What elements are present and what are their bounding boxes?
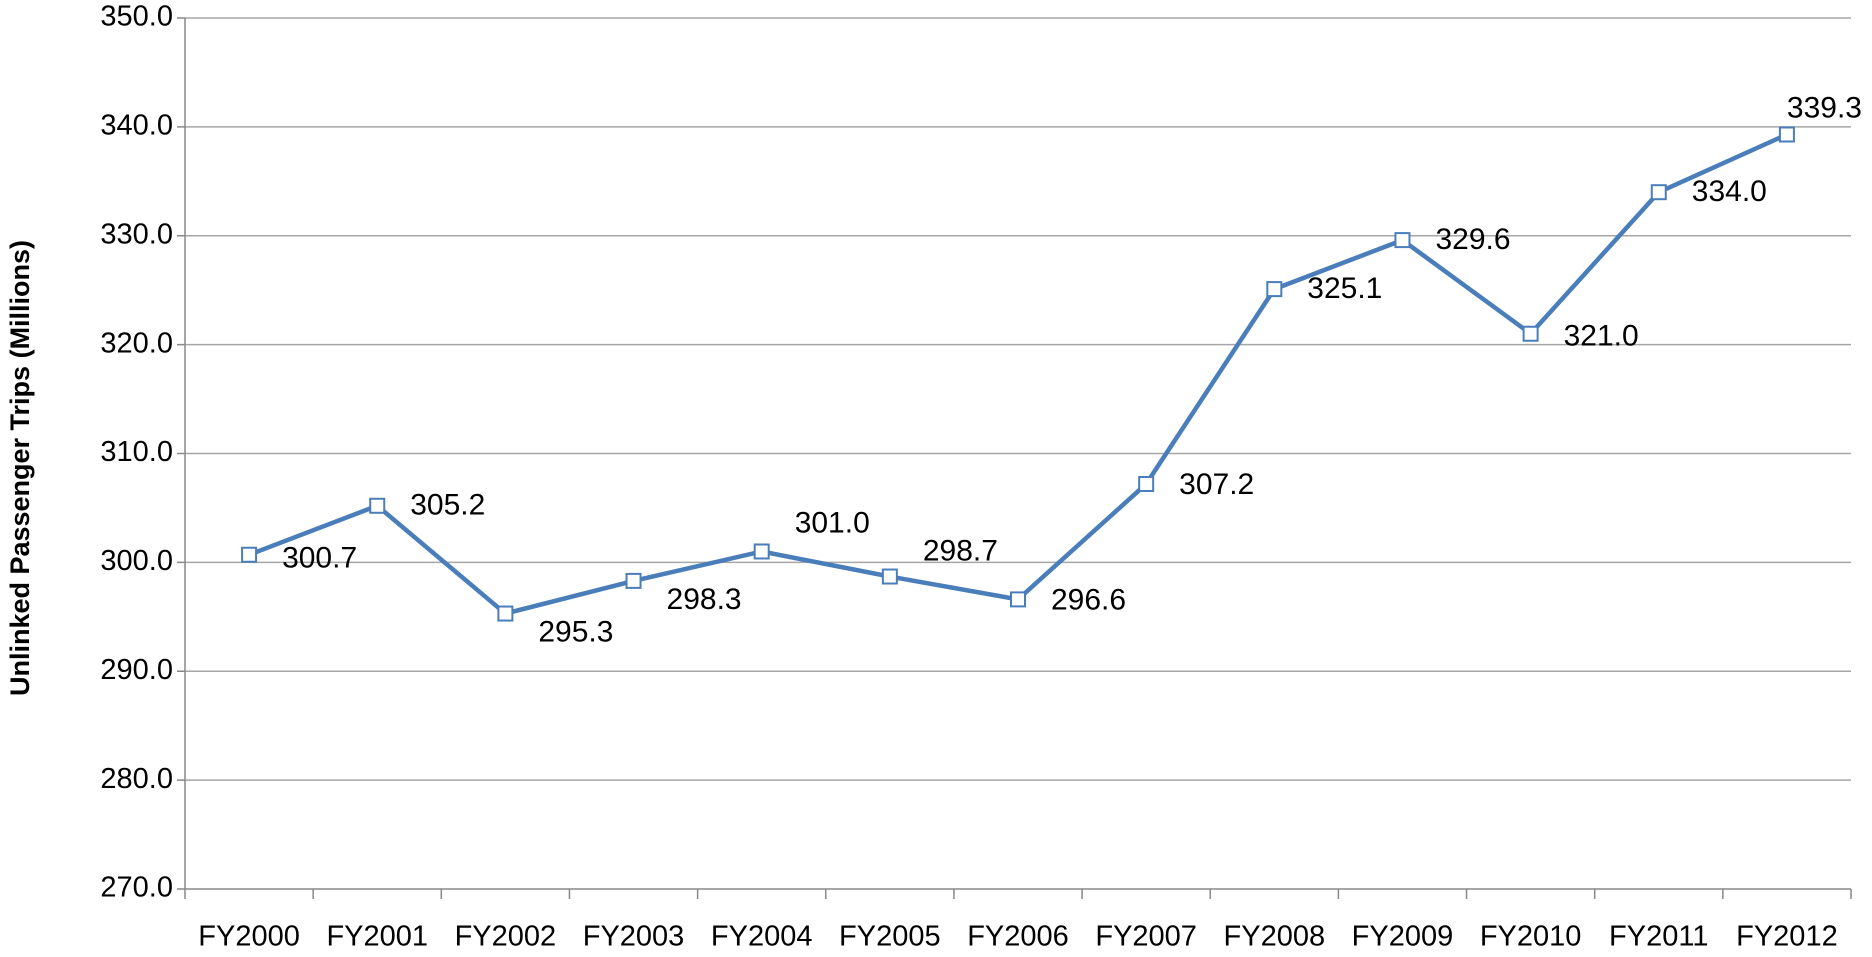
point-marker <box>1138 475 1155 492</box>
data-label: 298.7 <box>923 534 998 567</box>
y-tick-label: 310.0 <box>100 436 173 468</box>
x-tick-label: FY2006 <box>967 921 1069 953</box>
point-marker <box>1778 126 1795 143</box>
data-label: 325.1 <box>1307 272 1382 305</box>
data-label: 295.3 <box>538 615 613 648</box>
x-tick-label: FY2005 <box>839 921 941 953</box>
data-label: 339.3 <box>1787 91 1862 124</box>
point-marker <box>369 497 386 514</box>
x-tick-label: FY2002 <box>455 921 557 953</box>
y-tick-label: 290.0 <box>100 654 173 686</box>
x-tick-label: FY2009 <box>1352 921 1454 953</box>
data-label: 334.0 <box>1692 175 1767 208</box>
point-marker <box>1650 184 1667 201</box>
data-label: 300.7 <box>282 542 357 575</box>
point-marker <box>497 605 514 622</box>
x-tick-label: FY2007 <box>1095 921 1197 953</box>
x-tick-label: FY2011 <box>1609 921 1708 953</box>
data-label: 296.6 <box>1051 583 1126 616</box>
y-tick-label: 280.0 <box>100 763 173 795</box>
point-marker <box>241 546 258 563</box>
point-marker <box>1522 325 1539 342</box>
x-tick-label: FY2008 <box>1224 921 1326 953</box>
y-tick-label: 300.0 <box>100 545 173 577</box>
point-marker <box>753 543 770 560</box>
y-axis-label: Unlinked Passenger Trips (Millions) <box>5 240 35 696</box>
data-label: 321.0 <box>1564 320 1639 353</box>
y-tick-label: 320.0 <box>100 327 173 359</box>
y-tick-label: 350.0 <box>100 1 173 33</box>
x-tick-label: FY2010 <box>1480 921 1582 953</box>
data-label: 329.6 <box>1435 223 1510 256</box>
data-label: 301.0 <box>795 506 870 539</box>
x-tick-label: FY2012 <box>1736 921 1838 953</box>
x-tick-label: FY2000 <box>198 921 300 953</box>
x-tick-label: FY2001 <box>326 921 428 953</box>
point-marker <box>625 572 642 589</box>
x-tick-label: FY2004 <box>711 921 813 953</box>
data-label: 305.2 <box>410 489 485 522</box>
y-tick-label: 330.0 <box>100 218 173 250</box>
data-label: 307.2 <box>1179 468 1254 501</box>
point-marker <box>1394 232 1411 249</box>
point-marker <box>1266 281 1283 298</box>
point-marker <box>881 568 898 585</box>
point-marker <box>1010 591 1026 608</box>
y-tick-label: 270.0 <box>100 872 173 904</box>
series-line <box>248 132 1788 617</box>
data-label: 298.3 <box>667 583 742 616</box>
y-tick-label: 340.0 <box>100 110 173 142</box>
x-tick-label: FY2003 <box>583 921 685 953</box>
